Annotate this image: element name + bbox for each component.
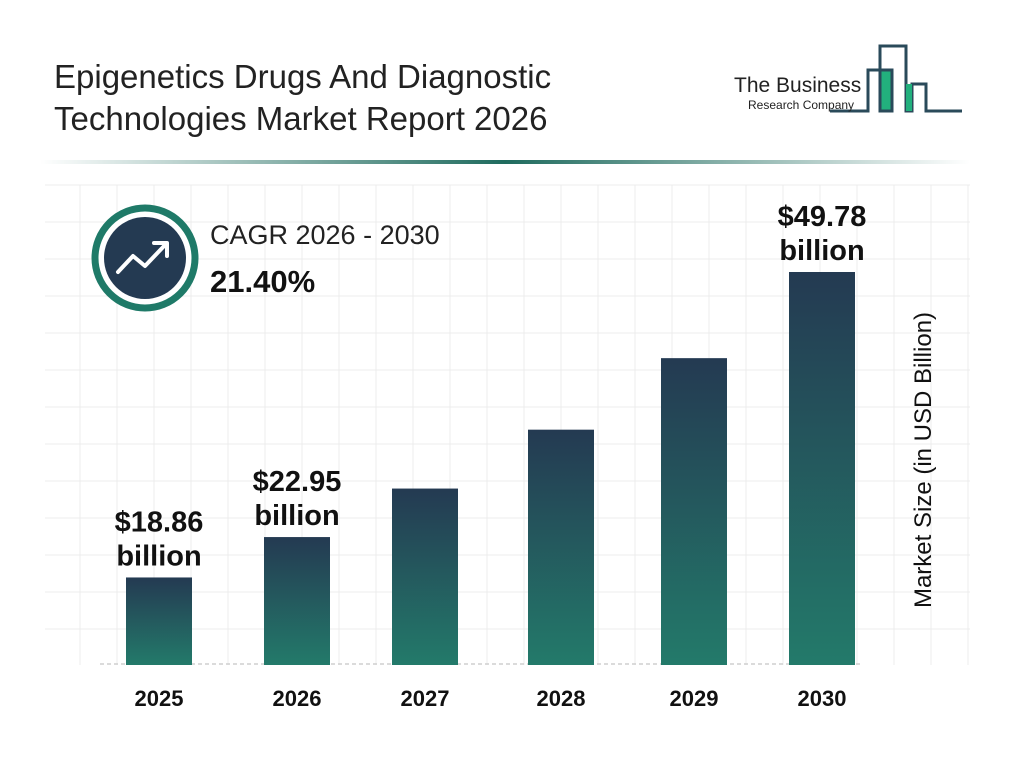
- bar-2029: [661, 358, 727, 665]
- logo-subtext: Research Company: [748, 98, 855, 112]
- logo-text: The Business: [734, 74, 862, 97]
- bar-2026: [264, 537, 330, 665]
- x-tick-label: 2026: [273, 686, 322, 711]
- logo-buildings-icon: [830, 44, 962, 113]
- bar-2027: [392, 488, 458, 665]
- company-logo: The Business Research Company: [730, 44, 970, 120]
- data-label-value: $22.95: [253, 466, 342, 498]
- cagr-label: CAGR 2026 - 2030: [210, 220, 440, 250]
- page-title: Epigenetics Drugs And Diagnostic Technol…: [54, 56, 551, 140]
- y-axis-label: Market Size (in USD Billion): [910, 311, 937, 609]
- cagr-value: 21.40%: [210, 264, 316, 299]
- header-divider: [40, 160, 970, 164]
- title-line-1: Epigenetics Drugs And Diagnostic: [54, 58, 552, 95]
- bar-2025: [126, 577, 192, 665]
- data-label-value: $18.86: [115, 506, 204, 538]
- data-label-unit: billion: [254, 500, 339, 532]
- x-tick-label: 2027: [401, 686, 450, 711]
- data-label-unit: billion: [779, 235, 864, 267]
- trending-up-icon: [116, 242, 168, 274]
- cagr-badge: [91, 204, 199, 312]
- title-line-2: Technologies Market Report 2026: [54, 100, 548, 137]
- bar-2028: [528, 429, 594, 665]
- x-tick-label: 2025: [135, 686, 184, 711]
- x-tick-label: 2030: [798, 686, 847, 711]
- bar-2030: [789, 272, 855, 665]
- data-label-unit: billion: [116, 540, 201, 572]
- data-label-value: $49.78: [778, 201, 867, 233]
- x-tick-label: 2029: [670, 686, 719, 711]
- x-tick-label: 2028: [537, 686, 586, 711]
